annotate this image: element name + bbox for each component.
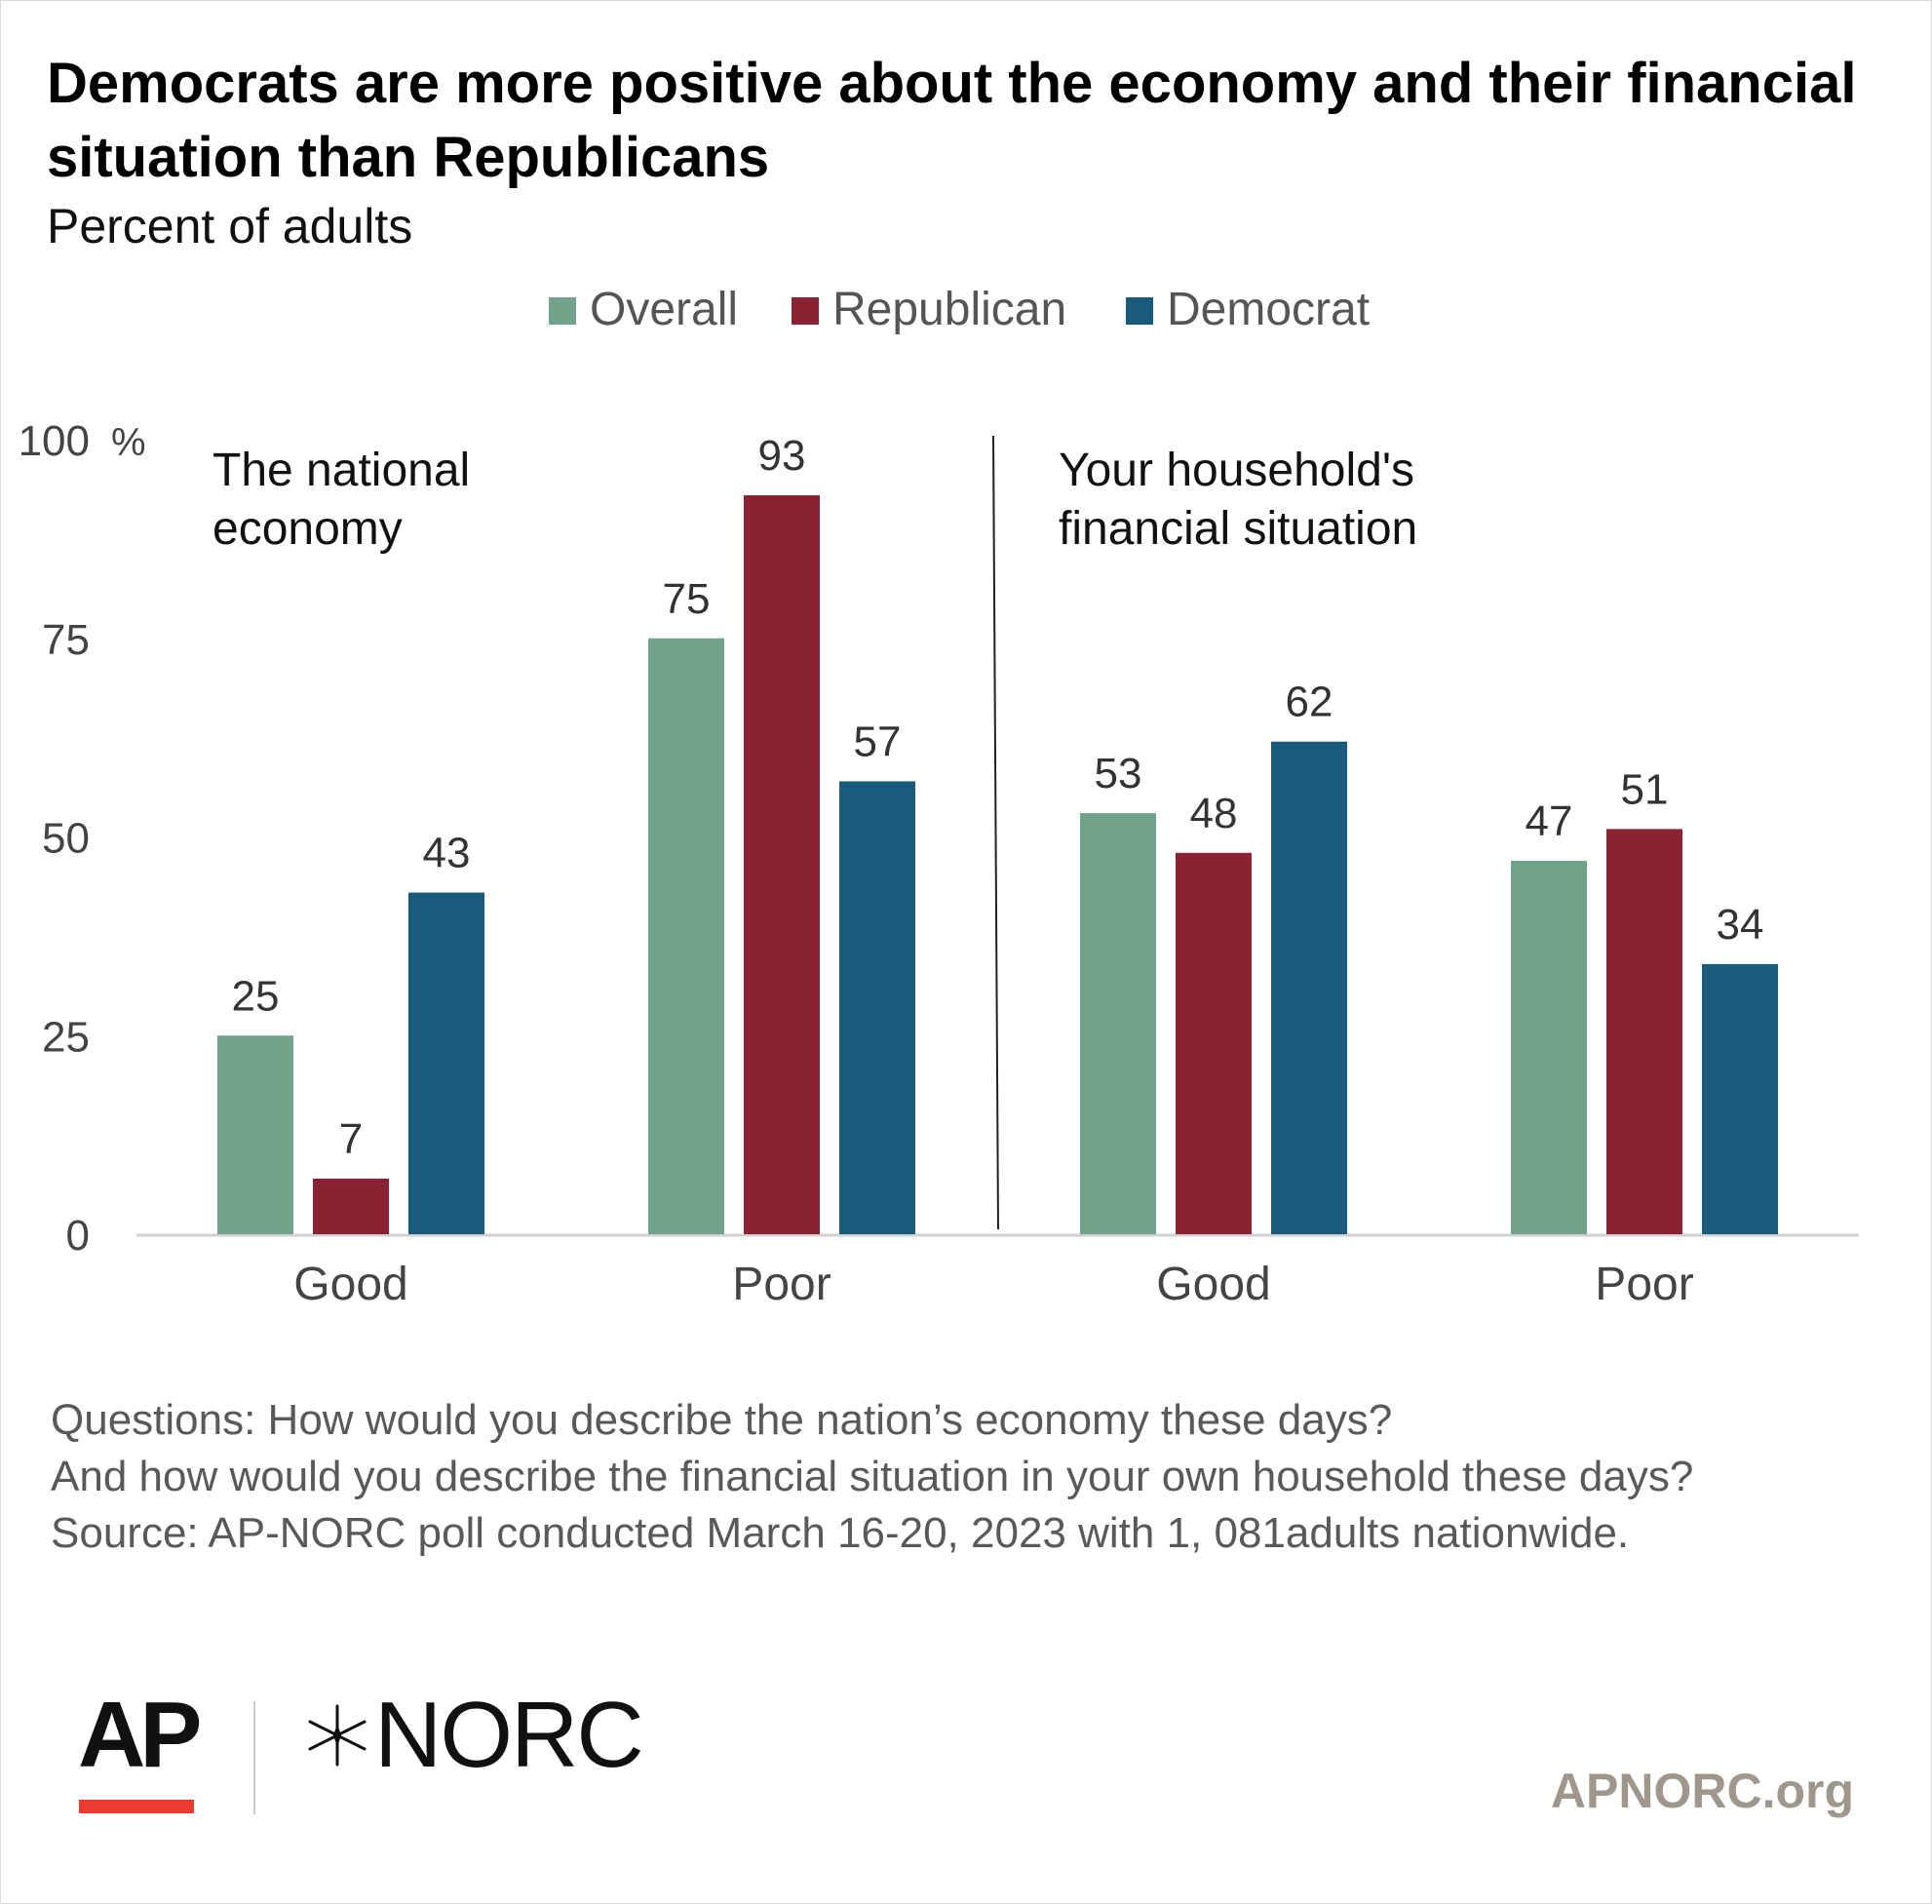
bars [217, 495, 1778, 1234]
bar-0-0 [217, 1035, 293, 1234]
bar-value-label-0-1: 7 [339, 1115, 363, 1163]
y-axis: 0 25 50 75 100% [19, 417, 1859, 1260]
legend-label-2: Democrat [1167, 284, 1370, 335]
bar-value-label-0-0: 25 [232, 972, 280, 1020]
bar-chart: Overall Republican Democrat 0 25 50 75 100% 25… [19, 284, 1859, 1310]
bar-value-label-1-1: 93 [758, 432, 806, 480]
note-questions-2: And how would you describe the financial… [51, 1453, 1694, 1500]
group-divider [992, 435, 999, 1230]
bar-0-2 [408, 892, 484, 1234]
bar-2-0 [1080, 813, 1156, 1234]
bar-3-2 [1702, 963, 1778, 1234]
x-axis: Good Poor Good Poor [293, 1259, 1693, 1310]
y-tick-label-4: 100 [19, 417, 90, 465]
group-label-1-line-0: Your household's [1059, 445, 1414, 496]
bar-value-label-0-2: 43 [423, 830, 471, 877]
bar-value-label-3-1: 51 [1621, 765, 1669, 813]
y-tick-label-3: 75 [42, 616, 90, 664]
ap-logo: AP [78, 1683, 202, 1813]
bar-1-1 [744, 495, 820, 1234]
y-tick-label-0: 0 [66, 1212, 90, 1260]
y-tick-label-2: 50 [42, 815, 90, 863]
legend-swatch-1 [792, 297, 819, 325]
norc-logo: NORC [304, 1683, 644, 1787]
bar-2-2 [1271, 741, 1347, 1234]
bar-value-label-3-2: 34 [1717, 901, 1764, 949]
bar-0-1 [313, 1178, 389, 1234]
logo-divider [253, 1701, 255, 1814]
category-label-3: Poor [1595, 1259, 1693, 1310]
legend-label-0: Overall [590, 284, 738, 335]
ap-logo-text: AP [78, 1683, 202, 1787]
group-label-0-line-1: economy [213, 503, 403, 555]
chart-title: Democrats are more positive about the ec… [47, 52, 1857, 189]
category-label-0: Good [293, 1259, 407, 1310]
bar-value-label-1-0: 75 [663, 575, 711, 623]
ap-logo-bar [79, 1800, 194, 1813]
group-labels: The national economy Your household's finan… [213, 445, 1417, 555]
bar-3-1 [1606, 829, 1682, 1234]
bar-value-label-2-0: 53 [1095, 750, 1142, 797]
chart-subtitle: Percent of adults [47, 199, 413, 253]
star-mark-icon [308, 1704, 367, 1767]
note-source: Source: AP-NORC poll conducted March 16-… [51, 1509, 1630, 1557]
bar-1-2 [839, 781, 915, 1234]
y-unit-label: % [111, 421, 146, 464]
bar-value-label-3-0: 47 [1526, 797, 1573, 845]
bar-1-0 [648, 638, 724, 1234]
legend-label-1: Republican [832, 284, 1066, 335]
footnotes: Questions: How would you describe the na… [51, 1392, 1693, 1562]
bar-value-label-1-2: 57 [854, 718, 902, 765]
norc-logo-text: NORC [374, 1683, 644, 1787]
site-url: APNORC.org [1550, 1764, 1854, 1818]
data-labels: 25 7 43 75 93 57 53 48 62 47 51 34 [232, 432, 1764, 1163]
note-questions: Questions: How would you describe the na… [51, 1396, 1393, 1444]
bar-3-0 [1511, 860, 1587, 1234]
bar-2-1 [1176, 852, 1252, 1234]
bar-value-label-2-1: 48 [1190, 790, 1238, 837]
legend: Overall Republican Democrat [549, 284, 1370, 335]
group-label-1-line-1: financial situation [1059, 503, 1417, 555]
category-label-2: Good [1156, 1259, 1270, 1310]
category-label-1: Poor [732, 1259, 831, 1310]
legend-swatch-2 [1126, 297, 1153, 325]
bar-value-label-2-2: 62 [1286, 679, 1333, 726]
y-tick-label-1: 25 [42, 1013, 90, 1061]
legend-swatch-0 [549, 297, 576, 325]
group-label-0-line-0: The national [213, 445, 470, 496]
